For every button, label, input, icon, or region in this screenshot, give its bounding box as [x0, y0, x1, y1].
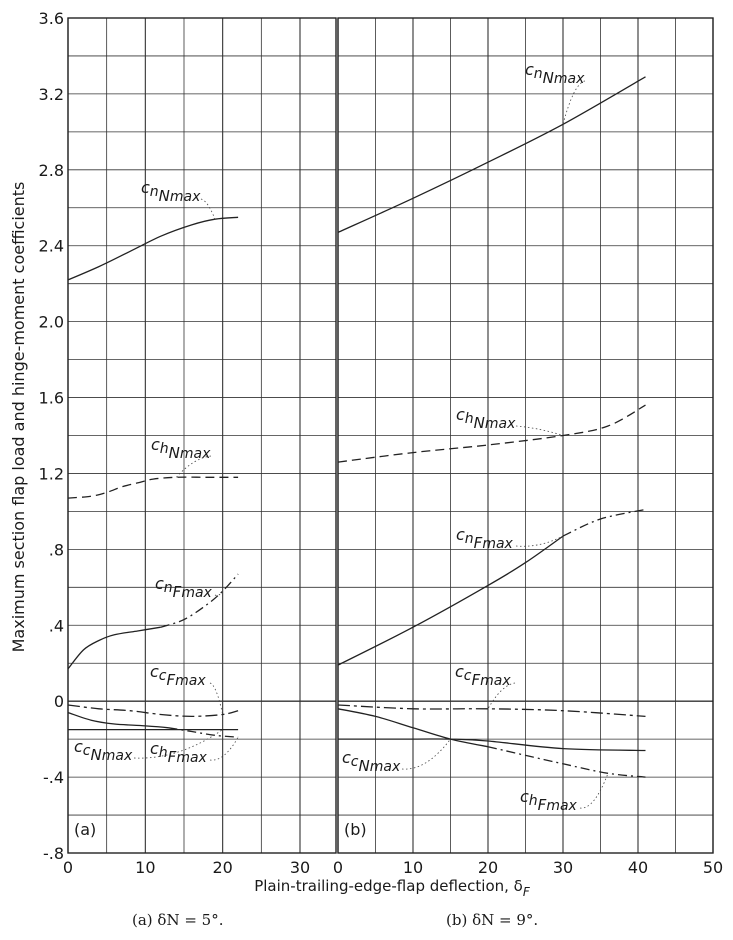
- y-tick-label: .8: [49, 540, 64, 559]
- series-label-leader: [579, 773, 609, 809]
- series-label-cnFmax: cnFmax: [155, 574, 213, 601]
- series-line-chNmax: [337, 404, 646, 463]
- y-tick-label: 3.6: [39, 9, 64, 28]
- series-line-ccFmax: [337, 704, 646, 718]
- series-line-chFmax-tail: [168, 727, 239, 738]
- y-tick-label: 3.2: [39, 85, 64, 104]
- series-line-ccFmax: [67, 704, 239, 718]
- series-label-ccFmax: ccFmax: [150, 662, 206, 689]
- x-axis-label-main: Plain-trailing-edge-flap deflection, δ: [254, 877, 523, 895]
- series-line-chFmax-tail: [487, 746, 646, 778]
- caption-a: (a) δN = 5°.: [132, 911, 224, 929]
- y-tick-label: 2.0: [39, 313, 64, 332]
- series-line-cnFmax: [67, 626, 161, 670]
- series-label-leader: [562, 80, 586, 125]
- series-line-cnFmax-tail: [160, 573, 239, 628]
- series-line-cnFmax: [337, 535, 564, 666]
- series-line-chNmax: [67, 476, 239, 499]
- series-label-leader: [133, 729, 223, 759]
- panel-a-grid: [67, 17, 337, 854]
- series-label-chNmax: chNmax: [151, 435, 211, 462]
- y-tick-label: 1.6: [39, 389, 64, 408]
- x-axis-label: Plain-trailing-edge-flap deflection, δF: [254, 877, 531, 899]
- x-tick-labels: 0 10 20 30 0 10 20 30 40 50: [63, 858, 723, 877]
- x-tick-label: 0: [333, 858, 343, 877]
- x-tick-label: 30: [553, 858, 573, 877]
- series-line-cnNmax: [337, 76, 646, 233]
- panel-frame: [67, 17, 337, 854]
- y-tick-label: 1.2: [39, 464, 64, 483]
- series-label-ccNmax: ccNmax: [74, 737, 133, 764]
- caption-b: (b) δN = 9°.: [446, 911, 538, 929]
- x-axis-label-sub: F: [523, 885, 531, 899]
- x-tick-label: 0: [63, 858, 73, 877]
- series-label-leader: [200, 198, 216, 220]
- series-labels: cnNmax chNmax cnFmax ccFmax ccNmax chFmax cnNm…: [74, 60, 609, 814]
- y-tick-label: -.8: [43, 844, 64, 863]
- x-tick-label: 40: [628, 858, 648, 877]
- panel-b-tag: (b): [344, 820, 367, 839]
- series-label-cnNmax: cnNmax: [525, 60, 585, 87]
- panel-a-series: [67, 216, 239, 738]
- x-tick-label: 10: [403, 858, 423, 877]
- series-label-leader: [515, 425, 564, 436]
- x-tick-label: 30: [290, 858, 310, 877]
- y-axis-label: Maximum section flap load and hinge-mome…: [9, 182, 28, 653]
- series-line-chFmax: [67, 711, 169, 729]
- y-tick-label: -.4: [43, 768, 64, 787]
- y-tick-label: 0: [54, 692, 64, 711]
- series-line-ccNmax: [338, 738, 646, 752]
- series-line-cnNmax: [67, 216, 239, 281]
- panel-a-tag: (a): [74, 820, 96, 839]
- series-label-leader: [209, 737, 239, 761]
- series-label-cnFmax: cnFmax: [456, 525, 514, 552]
- series-label-leader: [214, 590, 224, 596]
- x-tick-label: 10: [135, 858, 155, 877]
- series-label-chFmax: chFmax: [520, 787, 578, 814]
- panel-b-series: [337, 76, 646, 778]
- y-tick-label: 2.4: [39, 237, 64, 256]
- y-tick-label: .4: [49, 616, 64, 635]
- series-label-cnNmax: cnNmax: [141, 178, 201, 205]
- x-tick-label: 20: [212, 858, 232, 877]
- panel-frame: [337, 17, 714, 854]
- series-label-ccFmax: ccFmax: [455, 662, 511, 689]
- series-label-leader: [401, 738, 451, 770]
- series-label-chNmax: chNmax: [456, 405, 516, 432]
- y-tick-labels: 3.6 3.2 2.8 2.4 2.0 1.6 1.2 .8 .4 0 -.4 -.8: [39, 9, 64, 863]
- series-line-chFmax: [337, 708, 489, 748]
- series-label-leader: [209, 682, 224, 715]
- x-tick-label: 20: [478, 858, 498, 877]
- series-line-cnFmax-tail: [562, 508, 646, 537]
- series-label-ccNmax: ccNmax: [342, 748, 401, 775]
- series-label-chFmax: chFmax: [150, 739, 208, 766]
- y-tick-label: 2.8: [39, 161, 64, 180]
- x-tick-label: 50: [703, 858, 723, 877]
- series-label-leader: [515, 535, 564, 547]
